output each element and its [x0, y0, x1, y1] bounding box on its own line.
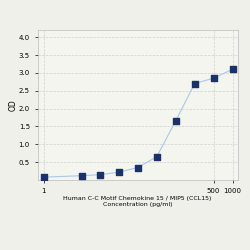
Point [80, 174, 84, 178]
Point [98, 173, 102, 177]
X-axis label: Human C-C Motif Chemokine 15 / MIP5 (CCL15)
Concentration (pg/ml): Human C-C Motif Chemokine 15 / MIP5 (CCL… [63, 196, 212, 207]
Point [42, 175, 46, 179]
Point [212, 76, 216, 80]
Y-axis label: OD: OD [8, 99, 17, 111]
Point [136, 166, 140, 170]
Point [118, 170, 122, 174]
Point [174, 119, 178, 123]
Point [155, 155, 159, 159]
Point [192, 82, 196, 86]
Point [230, 67, 234, 71]
